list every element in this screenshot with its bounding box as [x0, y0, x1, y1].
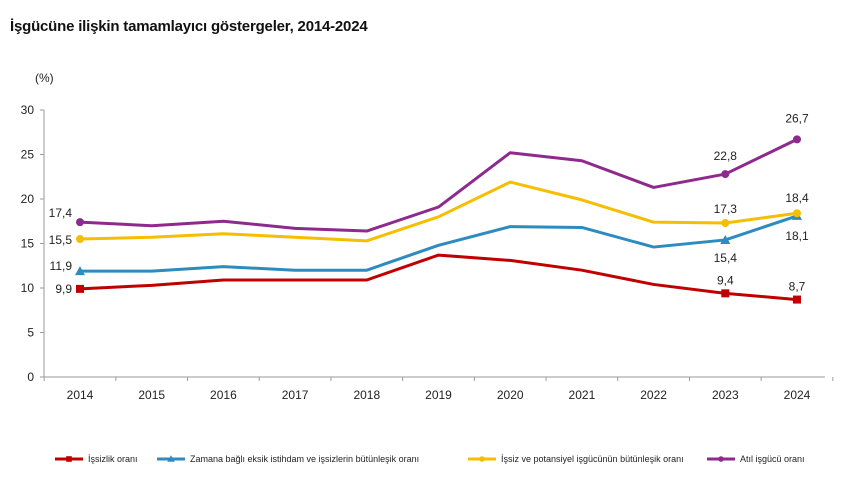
y-tick-label: 5	[27, 326, 34, 340]
x-tick-label: 2024	[784, 388, 811, 402]
data-label: 18,4	[785, 191, 809, 205]
x-tick-label: 2022	[640, 388, 667, 402]
series-line	[78, 137, 799, 233]
y-tick-label: 20	[21, 192, 35, 206]
series-3	[76, 180, 801, 244]
series-point	[718, 456, 724, 462]
x-tick-label: 2014	[67, 388, 94, 402]
legend-item-3: İşsiz ve potansiyel işgücünün bütünleşik…	[468, 454, 684, 464]
data-label: 11,9	[50, 259, 73, 273]
y-tick-label: 0	[27, 370, 34, 384]
x-tick-label: 2017	[282, 388, 309, 402]
legend-item-2: Zamana bağlı eksik istihdam ve işsizleri…	[157, 454, 419, 464]
series-point	[721, 289, 730, 298]
data-label: 15,4	[714, 251, 738, 265]
data-labels-layer: 9,9 9,4 8,7 11,9 15,4 18,1 15,5 17,3 18,4 17,4 22,…	[49, 111, 809, 296]
data-label: 17,3	[714, 202, 738, 216]
data-label: 15,5	[49, 233, 73, 247]
series-point	[167, 455, 175, 462]
series-point	[76, 235, 84, 244]
series-layer	[75, 135, 802, 304]
x-tick-label: 2021	[569, 388, 596, 402]
series-point	[793, 135, 801, 144]
data-label: 9,4	[717, 273, 734, 287]
data-label: 9,9	[55, 282, 72, 296]
y-tick-label: 10	[21, 281, 35, 295]
series-2	[75, 210, 802, 276]
series-point	[721, 170, 730, 179]
data-label: 18,1	[785, 229, 809, 243]
x-tick-label: 2019	[425, 388, 452, 402]
data-label: 17,4	[49, 206, 73, 220]
series-line	[78, 214, 799, 273]
legend-label: Atıl işgücü oranı	[740, 454, 805, 464]
series-1	[76, 253, 801, 304]
series-point	[76, 284, 84, 293]
series-point	[75, 266, 85, 276]
chart-legend: İşsizlik oranı Zamana bağlı eksik istihda…	[55, 454, 805, 464]
chart-axes: 0 5 10 15 20 25 30 (%) 2014 2015 2016 2017 2018 2019 2…	[21, 71, 834, 402]
y-tick-label: 25	[21, 148, 35, 162]
series-point	[720, 234, 731, 244]
legend-item-1: İşsizlik oranı	[55, 454, 138, 464]
x-tick-label: 2016	[210, 388, 237, 402]
series-4	[76, 135, 801, 233]
series-line	[78, 253, 799, 302]
legend-label: İşsiz ve potansiyel işgücünün bütünleşik…	[501, 454, 684, 464]
legend-item-4: Atıl işgücü oranı	[707, 454, 805, 464]
x-tick-label: 2018	[353, 388, 380, 402]
y-tick-label: 15	[21, 237, 35, 251]
series-point	[721, 219, 730, 228]
x-tick-label: 2020	[497, 388, 524, 402]
data-label: 8,7	[789, 280, 806, 294]
series-point	[66, 456, 72, 462]
legend-label: İşsizlik oranı	[88, 454, 138, 464]
data-label: 26,7	[785, 111, 809, 125]
x-tick-label: 2015	[138, 388, 165, 402]
series-point	[76, 218, 84, 227]
legend-label: Zamana bağlı eksik istihdam ve işsizleri…	[190, 454, 419, 464]
y-tick-label: 30	[21, 103, 35, 117]
x-tick-label: 2023	[712, 388, 739, 402]
series-point	[793, 209, 801, 218]
series-point	[479, 456, 485, 462]
y-axis-label: (%)	[35, 71, 54, 85]
series-point	[793, 295, 801, 304]
data-label: 22,8	[714, 149, 738, 163]
series-line	[78, 180, 799, 243]
chart-title: İşgücüne ilişkin tamamlayıcı göstergeler…	[10, 18, 368, 35]
